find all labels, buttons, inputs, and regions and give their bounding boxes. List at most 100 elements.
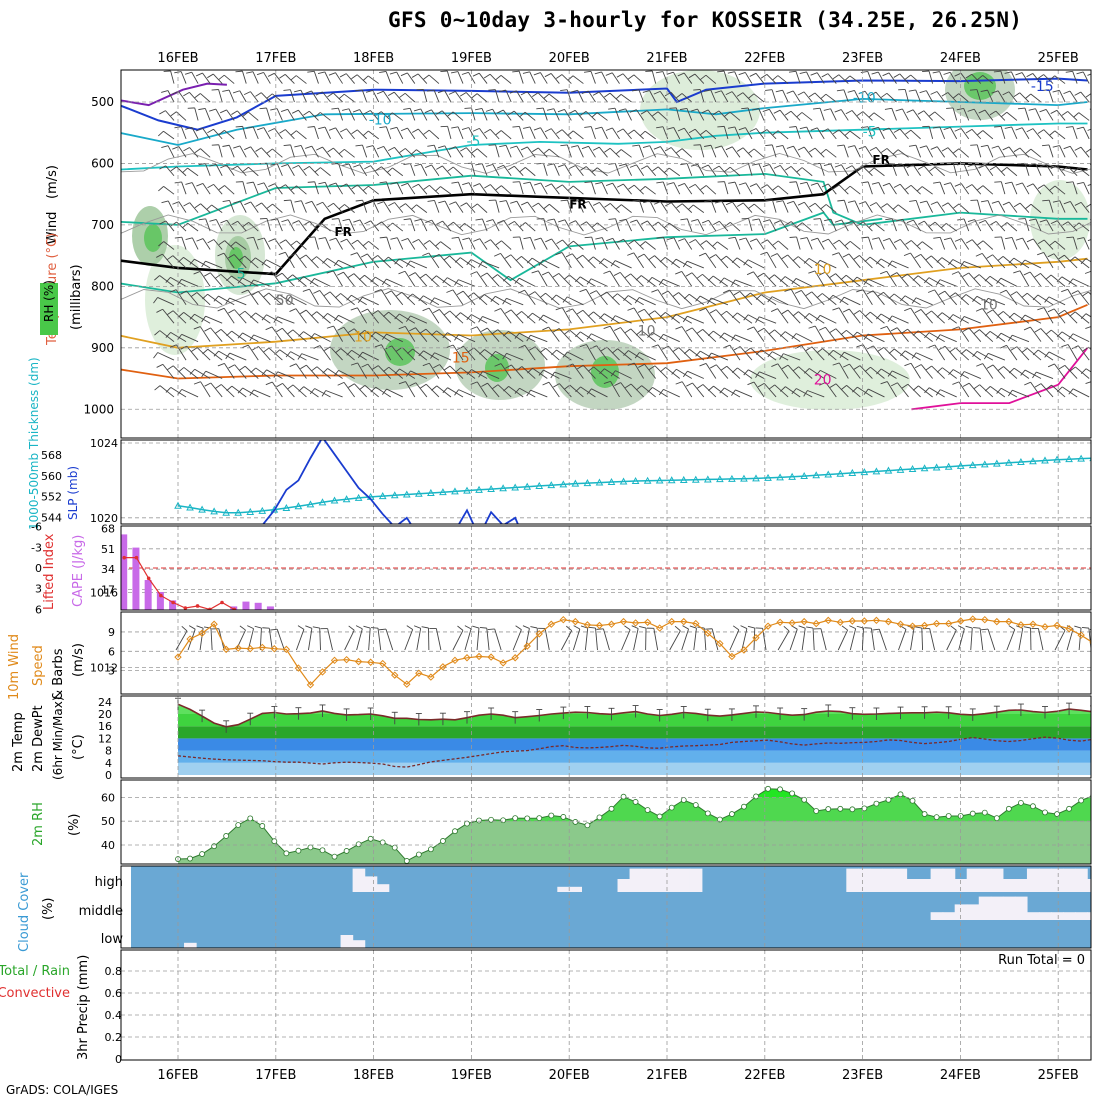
wind-barb xyxy=(454,91,464,103)
wind-barb-feather xyxy=(419,273,427,279)
wind-barb xyxy=(502,109,512,121)
wind-barb xyxy=(410,218,416,232)
wind-barb-feather xyxy=(568,109,576,114)
wind-barb xyxy=(1054,240,1066,250)
wind-speed-marker xyxy=(619,617,628,626)
wind-barb-feather xyxy=(1013,92,1021,98)
wind-barb-feather xyxy=(394,258,400,265)
wind-barb-feather xyxy=(570,89,578,93)
wind-barb xyxy=(779,165,789,177)
wind-barb xyxy=(229,297,247,306)
wind-barb xyxy=(1054,363,1066,379)
wind-barb-feather xyxy=(309,388,315,395)
wind-barb-feather xyxy=(567,75,574,81)
wind-barb-feather xyxy=(283,144,291,146)
wind-barb xyxy=(849,75,861,84)
wind-barb xyxy=(399,368,416,379)
wind-barb-feather xyxy=(967,219,975,222)
wind-barb xyxy=(335,182,343,195)
date-label-top: 18FEB xyxy=(353,51,394,66)
wind-barb xyxy=(320,222,331,232)
wind-barb-feather xyxy=(655,71,663,74)
wind-barb-feather xyxy=(553,383,560,388)
wind-barb xyxy=(806,182,813,195)
mid-cloud-cell xyxy=(1087,912,1091,920)
high-cloud-cell xyxy=(376,884,390,892)
wind-barb-feather xyxy=(231,220,238,226)
wind-barb xyxy=(596,167,608,177)
wind-barb-feather xyxy=(887,315,893,322)
slp-panel-frame xyxy=(120,439,1092,525)
wind-barb xyxy=(670,92,681,103)
wind-barb-feather xyxy=(614,382,621,386)
wind-barb xyxy=(540,127,548,140)
thickness-marker xyxy=(812,471,821,479)
wind-barb xyxy=(859,255,873,269)
wind-barb xyxy=(735,279,753,287)
wind-barb-feather xyxy=(700,240,707,246)
wind-barb-feather xyxy=(556,239,563,244)
wind-barb xyxy=(530,334,548,343)
wind-barb-feather xyxy=(522,625,530,629)
thickness-marker xyxy=(908,464,917,473)
wind-speed-marker xyxy=(1065,625,1073,633)
wind-barb xyxy=(271,326,283,342)
wind-barb xyxy=(237,165,247,177)
wind-barb-feather xyxy=(546,108,554,111)
rh-point xyxy=(861,805,868,812)
wind-barb xyxy=(231,275,247,287)
temp-tick: 24 xyxy=(98,696,112,709)
wind-speed-marker xyxy=(956,617,965,625)
wind-barb xyxy=(1066,628,1074,651)
wind-barb-feather xyxy=(634,352,640,359)
wind-barb-feather xyxy=(608,107,616,110)
wind-barb-feather xyxy=(355,625,363,630)
wind-barb xyxy=(633,252,645,269)
wind-barb-feather xyxy=(156,253,163,258)
thickness-marker xyxy=(992,459,1001,467)
wind-barb xyxy=(476,381,488,398)
wind-barb-feather xyxy=(584,236,592,239)
wind-speed-marker xyxy=(354,657,363,666)
wind-barb xyxy=(357,239,367,250)
wind-barb-feather xyxy=(362,75,369,81)
rh-point xyxy=(993,815,1000,822)
wind-barb-feather xyxy=(390,126,398,130)
wind-barb-feather xyxy=(1080,313,1087,320)
wind-barb xyxy=(327,257,343,269)
wind-barb xyxy=(211,204,223,213)
wind-barb xyxy=(790,110,801,121)
wind-barb-feather xyxy=(209,163,217,167)
wind-barb-feather xyxy=(871,182,879,185)
wind-barb-feather xyxy=(791,333,797,340)
wind-panel-layer xyxy=(174,615,1091,689)
wind-speed-marker xyxy=(403,680,411,688)
wind-barb-feather xyxy=(747,326,754,331)
wind-barb-feather xyxy=(394,313,400,320)
wind-speed-marker xyxy=(1041,623,1049,631)
wind-barb-feather xyxy=(821,183,829,188)
wind-barb-feather xyxy=(307,70,315,73)
wind-barb-feather xyxy=(430,275,437,281)
wind-barb-feather xyxy=(965,128,973,134)
wind-barb xyxy=(407,183,416,195)
wind-barb xyxy=(162,364,175,379)
rh-point xyxy=(789,790,796,797)
wind-barb-feather xyxy=(446,344,454,348)
wind-barb xyxy=(172,365,187,379)
wind-barb-feather xyxy=(837,199,845,202)
wind-barb-feather xyxy=(250,367,257,373)
wind-barb xyxy=(867,278,885,287)
wind-barb-feather xyxy=(820,148,827,155)
rh-point xyxy=(945,813,952,819)
wind-barb-feather xyxy=(725,91,733,96)
wind-barb xyxy=(489,129,500,140)
thickness-marker xyxy=(174,501,182,509)
wind-barb-feather xyxy=(424,164,432,169)
wind-barb-feather xyxy=(427,199,435,202)
wind-barb xyxy=(500,363,512,379)
wind-barb-feather xyxy=(603,380,611,384)
wind-barb-feather xyxy=(560,89,568,92)
wind-barb xyxy=(290,351,307,361)
wind-barb-feather xyxy=(909,199,917,202)
